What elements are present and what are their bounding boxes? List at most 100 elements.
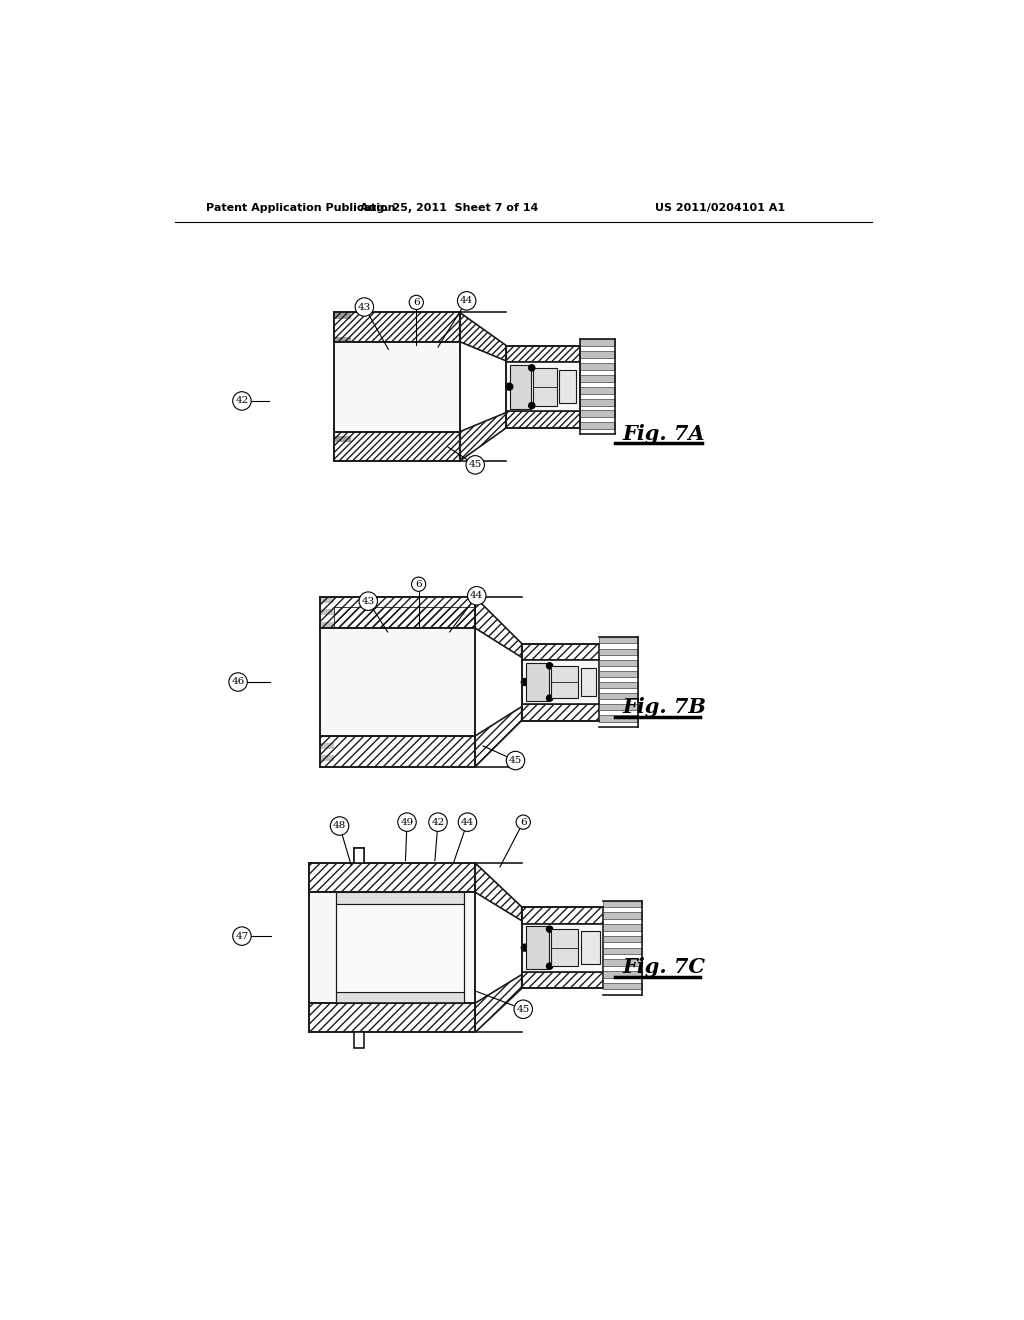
Bar	[321, 742, 334, 748]
Bar	[603, 900, 642, 907]
Bar	[551, 929, 579, 966]
Bar	[334, 436, 351, 442]
Bar	[581, 668, 596, 696]
Bar	[521, 644, 599, 660]
Text: Patent Application Publication: Patent Application Publication	[206, 203, 395, 214]
Text: 48: 48	[333, 821, 346, 830]
Bar	[599, 648, 638, 655]
Bar	[321, 737, 475, 767]
Text: 6: 6	[413, 298, 420, 306]
Bar	[321, 597, 334, 603]
Text: Fig. 7C: Fig. 7C	[623, 957, 706, 977]
Circle shape	[547, 663, 553, 669]
Circle shape	[506, 383, 513, 391]
Text: Aug. 25, 2011  Sheet 7 of 14: Aug. 25, 2011 Sheet 7 of 14	[360, 203, 539, 214]
Bar	[308, 892, 475, 1003]
Text: 43: 43	[361, 597, 375, 606]
Text: 44: 44	[460, 297, 473, 305]
Bar	[321, 645, 334, 652]
Bar	[599, 682, 638, 688]
Bar	[321, 730, 334, 737]
Circle shape	[528, 403, 535, 409]
Bar	[321, 706, 334, 713]
Bar	[321, 755, 334, 760]
Text: 43: 43	[357, 302, 371, 312]
Text: 45: 45	[509, 756, 522, 766]
Bar	[599, 660, 638, 665]
Bar	[321, 718, 334, 725]
Bar	[321, 628, 475, 737]
Bar	[334, 337, 351, 343]
Bar	[506, 411, 580, 428]
Bar	[603, 924, 642, 931]
Bar	[603, 912, 642, 919]
Bar	[521, 660, 599, 704]
Text: 6: 6	[520, 817, 526, 826]
Bar	[580, 387, 614, 393]
Bar	[551, 665, 579, 698]
Bar	[599, 638, 638, 643]
Bar	[334, 607, 475, 628]
Bar	[336, 904, 464, 991]
Text: 44: 44	[470, 591, 483, 601]
Bar	[354, 1032, 364, 1048]
Bar	[321, 610, 334, 615]
Bar	[580, 363, 614, 370]
Bar	[599, 671, 638, 677]
Bar	[525, 927, 549, 969]
Bar	[321, 634, 334, 640]
Text: 47: 47	[236, 932, 249, 941]
Bar	[580, 339, 614, 346]
Bar	[521, 972, 603, 989]
Bar	[603, 948, 642, 954]
Text: 45: 45	[517, 1005, 529, 1014]
Bar	[603, 972, 642, 978]
Bar	[510, 364, 531, 409]
Bar	[581, 932, 600, 964]
Bar	[599, 693, 638, 700]
Bar	[506, 346, 580, 363]
Bar	[334, 313, 460, 342]
Bar	[580, 411, 614, 417]
Bar	[559, 370, 575, 404]
Bar	[580, 351, 614, 358]
Bar	[334, 313, 351, 318]
Bar	[321, 597, 475, 628]
Bar	[599, 715, 638, 722]
Bar	[336, 892, 464, 904]
Bar	[603, 983, 642, 989]
Bar	[580, 375, 614, 381]
Bar	[521, 924, 603, 972]
Bar	[599, 705, 638, 710]
Bar	[321, 694, 334, 700]
Text: US 2011/0204101 A1: US 2011/0204101 A1	[655, 203, 785, 214]
Circle shape	[521, 944, 528, 952]
Bar	[525, 663, 549, 701]
Circle shape	[547, 696, 553, 701]
Bar	[334, 432, 460, 461]
Bar	[580, 422, 614, 429]
Bar	[521, 704, 599, 721]
Bar	[321, 622, 334, 627]
Bar	[603, 936, 642, 942]
Bar	[334, 387, 351, 393]
Bar	[308, 1003, 475, 1032]
Bar	[308, 863, 475, 892]
Bar	[534, 368, 557, 405]
Bar	[321, 671, 334, 676]
Text: 49: 49	[400, 817, 414, 826]
Bar	[321, 682, 334, 688]
Text: Fig. 7A: Fig. 7A	[623, 424, 706, 444]
Bar	[521, 907, 603, 924]
Circle shape	[547, 964, 553, 969]
Text: 6: 6	[416, 579, 422, 589]
Bar	[580, 399, 614, 405]
Text: 46: 46	[231, 677, 245, 686]
Bar	[506, 363, 580, 411]
Bar	[334, 362, 351, 368]
Bar	[334, 342, 460, 432]
Bar	[354, 847, 364, 863]
Text: 45: 45	[469, 461, 482, 470]
Bar	[603, 960, 642, 966]
Text: 42: 42	[431, 817, 444, 826]
